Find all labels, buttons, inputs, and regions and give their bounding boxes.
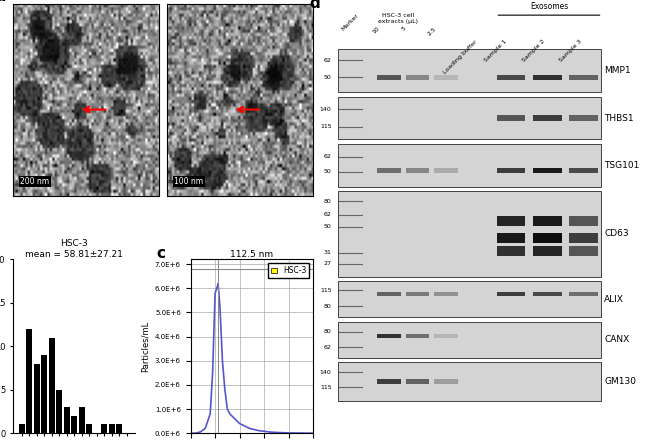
Text: ALIX: ALIX — [604, 295, 624, 304]
Text: 200 nm: 200 nm — [20, 177, 49, 186]
Text: 62: 62 — [324, 154, 332, 159]
Bar — [533, 292, 562, 296]
Bar — [569, 168, 598, 173]
Text: 31: 31 — [324, 250, 332, 255]
Bar — [497, 292, 525, 296]
Bar — [101, 424, 107, 433]
Bar — [497, 233, 525, 243]
Bar — [434, 379, 458, 384]
Bar — [434, 168, 458, 173]
Text: Exosomes: Exosomes — [530, 2, 568, 11]
Text: TSG101: TSG101 — [604, 161, 640, 170]
Text: 80: 80 — [324, 329, 332, 335]
Bar — [79, 407, 85, 433]
Bar — [71, 416, 77, 433]
Bar — [26, 329, 32, 433]
Bar — [406, 168, 429, 173]
Bar — [116, 424, 122, 433]
Text: 27: 27 — [324, 261, 332, 267]
Bar — [533, 233, 562, 243]
Text: Loading buffer: Loading buffer — [443, 39, 478, 75]
Bar — [338, 144, 601, 187]
Bar — [49, 338, 55, 433]
Bar — [109, 424, 115, 433]
Bar — [569, 246, 598, 256]
Bar — [338, 97, 601, 140]
Bar — [338, 362, 601, 401]
Text: CANX: CANX — [604, 335, 629, 344]
Text: 115: 115 — [320, 385, 332, 390]
Text: 5: 5 — [401, 26, 407, 32]
Text: HSC-3 cell
extracts (μL): HSC-3 cell extracts (μL) — [378, 13, 418, 24]
Text: 80: 80 — [324, 304, 332, 309]
Bar — [533, 168, 562, 173]
Text: 115: 115 — [320, 288, 332, 293]
Text: Sample 3: Sample 3 — [559, 39, 583, 63]
Bar — [41, 355, 47, 433]
Text: Marker: Marker — [341, 13, 360, 32]
Text: 50: 50 — [324, 225, 332, 229]
Text: 10: 10 — [371, 26, 380, 35]
Text: 50: 50 — [324, 75, 332, 80]
Bar — [497, 216, 525, 226]
Bar — [569, 233, 598, 243]
Bar — [497, 246, 525, 256]
Bar — [497, 75, 525, 80]
Text: 62: 62 — [324, 345, 332, 350]
Text: MMP1: MMP1 — [604, 66, 630, 76]
Bar — [497, 168, 525, 173]
Text: 100 nm: 100 nm — [174, 177, 203, 186]
Bar — [86, 424, 92, 433]
Bar — [377, 292, 401, 296]
Bar — [533, 246, 562, 256]
Bar — [434, 75, 458, 80]
Bar — [569, 216, 598, 226]
Text: 80: 80 — [324, 199, 332, 204]
Bar — [434, 292, 458, 296]
Text: 62: 62 — [324, 213, 332, 217]
Text: Sample 1: Sample 1 — [483, 39, 508, 63]
Bar — [56, 390, 62, 433]
Bar — [377, 379, 401, 384]
Text: c: c — [156, 245, 165, 260]
Text: a: a — [0, 0, 6, 4]
Bar — [377, 75, 401, 80]
Bar — [497, 115, 525, 121]
Title: 112.5 nm: 112.5 nm — [230, 250, 274, 259]
Text: d: d — [309, 0, 320, 11]
Y-axis label: Particles/mL: Particles/mL — [140, 320, 150, 372]
Bar — [533, 216, 562, 226]
Bar — [19, 424, 25, 433]
Bar — [434, 334, 458, 339]
Text: CD63: CD63 — [604, 229, 629, 238]
Bar — [338, 281, 601, 317]
Text: 62: 62 — [324, 57, 332, 63]
Bar — [406, 75, 429, 80]
Bar — [338, 322, 601, 358]
Bar — [569, 115, 598, 121]
Bar — [406, 379, 429, 384]
Bar — [34, 364, 40, 433]
Text: THBS1: THBS1 — [604, 114, 634, 122]
Bar — [377, 168, 401, 173]
Text: 140: 140 — [320, 370, 332, 374]
Text: 115: 115 — [320, 124, 332, 129]
Bar — [569, 292, 598, 296]
Text: 50: 50 — [324, 169, 332, 174]
Bar — [338, 191, 601, 277]
Bar — [406, 292, 429, 296]
Text: GM130: GM130 — [604, 377, 636, 386]
Text: 140: 140 — [320, 107, 332, 112]
Text: 2.5: 2.5 — [427, 26, 437, 36]
Legend: HSC-3: HSC-3 — [268, 263, 309, 278]
Bar — [338, 50, 601, 92]
Bar — [377, 334, 401, 339]
Bar — [569, 75, 598, 80]
Bar — [406, 334, 429, 339]
Bar — [64, 407, 70, 433]
Bar — [533, 115, 562, 121]
Bar — [533, 75, 562, 80]
Text: Sample 2: Sample 2 — [521, 39, 545, 63]
Title: HSC-3
mean = 58.81±27.21: HSC-3 mean = 58.81±27.21 — [25, 239, 123, 259]
